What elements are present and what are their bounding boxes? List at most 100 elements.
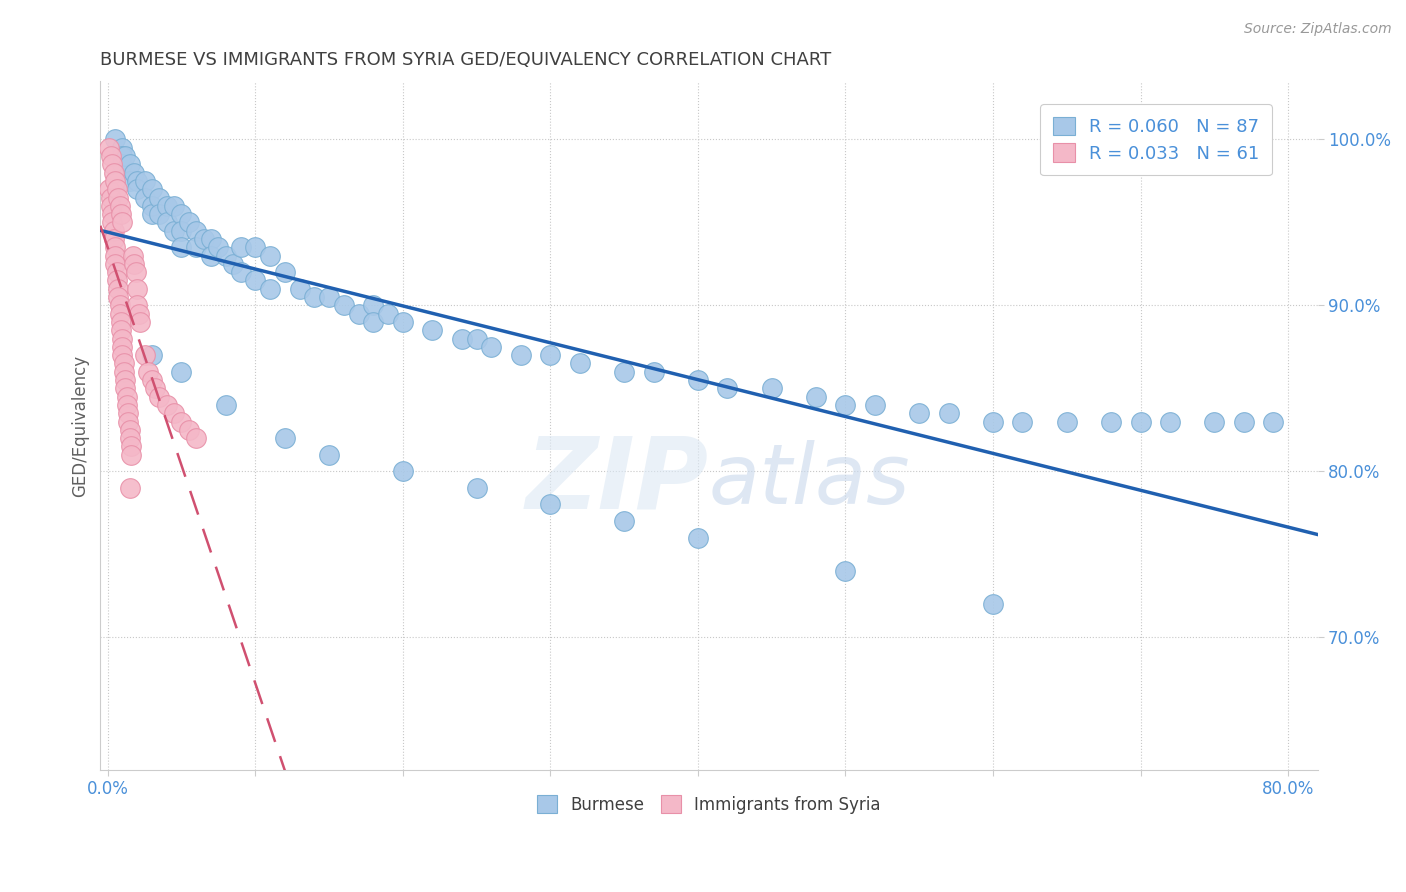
Point	[156, 398, 179, 412]
Point	[111, 141, 134, 155]
Point	[538, 348, 561, 362]
Point	[391, 315, 413, 329]
Point	[98, 141, 121, 155]
Point	[465, 332, 488, 346]
Point	[111, 348, 134, 362]
Point	[111, 157, 134, 171]
Point	[134, 190, 156, 204]
Point	[1233, 415, 1256, 429]
Point	[347, 307, 370, 321]
Point	[186, 431, 208, 445]
Point	[107, 282, 129, 296]
Point	[465, 481, 488, 495]
Point	[148, 207, 170, 221]
Point	[568, 356, 591, 370]
Point	[114, 373, 136, 387]
Point	[274, 265, 297, 279]
Point	[105, 265, 128, 279]
Point	[259, 249, 281, 263]
Point	[127, 298, 149, 312]
Text: Source: ZipAtlas.com: Source: ZipAtlas.com	[1244, 22, 1392, 37]
Point	[120, 448, 142, 462]
Point	[245, 273, 267, 287]
Point	[118, 481, 141, 495]
Point	[124, 257, 146, 271]
Point	[391, 464, 413, 478]
Point	[229, 265, 252, 279]
Point	[1263, 415, 1285, 429]
Point	[120, 439, 142, 453]
Point	[200, 249, 222, 263]
Point	[103, 224, 125, 238]
Point	[111, 215, 134, 229]
Point	[141, 182, 163, 196]
Point	[863, 398, 886, 412]
Point	[107, 290, 129, 304]
Point	[613, 365, 636, 379]
Point	[100, 149, 122, 163]
Point	[259, 282, 281, 296]
Point	[141, 207, 163, 221]
Point	[118, 157, 141, 171]
Point	[101, 207, 124, 221]
Point	[981, 597, 1004, 611]
Point	[643, 365, 665, 379]
Point	[110, 323, 132, 337]
Point	[274, 431, 297, 445]
Point	[108, 307, 131, 321]
Point	[170, 240, 193, 254]
Point	[117, 406, 139, 420]
Point	[333, 298, 356, 312]
Text: atlas: atlas	[709, 441, 911, 521]
Point	[156, 215, 179, 229]
Point	[1056, 415, 1078, 429]
Point	[118, 423, 141, 437]
Point	[134, 348, 156, 362]
Point	[125, 265, 148, 279]
Text: ZIP: ZIP	[526, 433, 709, 529]
Point	[105, 273, 128, 287]
Point	[114, 381, 136, 395]
Point	[100, 190, 122, 204]
Point	[186, 240, 208, 254]
Point	[170, 415, 193, 429]
Point	[128, 307, 150, 321]
Point	[121, 249, 143, 263]
Point	[118, 431, 141, 445]
Point	[288, 282, 311, 296]
Point	[101, 215, 124, 229]
Point	[207, 240, 229, 254]
Point	[104, 174, 127, 188]
Point	[215, 398, 238, 412]
Point	[363, 315, 385, 329]
Point	[112, 356, 135, 370]
Point	[761, 381, 783, 395]
Point	[834, 564, 856, 578]
Point	[141, 373, 163, 387]
Point	[170, 365, 193, 379]
Point	[104, 240, 127, 254]
Point	[111, 149, 134, 163]
Point	[186, 224, 208, 238]
Point	[1099, 415, 1122, 429]
Point	[363, 298, 385, 312]
Point	[104, 132, 127, 146]
Point	[110, 207, 132, 221]
Point	[170, 207, 193, 221]
Point	[103, 166, 125, 180]
Point	[107, 190, 129, 204]
Point	[163, 224, 186, 238]
Point	[148, 190, 170, 204]
Point	[112, 365, 135, 379]
Point	[509, 348, 531, 362]
Y-axis label: GED/Equivalency: GED/Equivalency	[72, 355, 89, 497]
Point	[105, 182, 128, 196]
Point	[111, 332, 134, 346]
Point	[156, 199, 179, 213]
Point	[193, 232, 215, 246]
Point	[834, 398, 856, 412]
Point	[716, 381, 738, 395]
Point	[479, 340, 502, 354]
Point	[129, 315, 152, 329]
Point	[100, 199, 122, 213]
